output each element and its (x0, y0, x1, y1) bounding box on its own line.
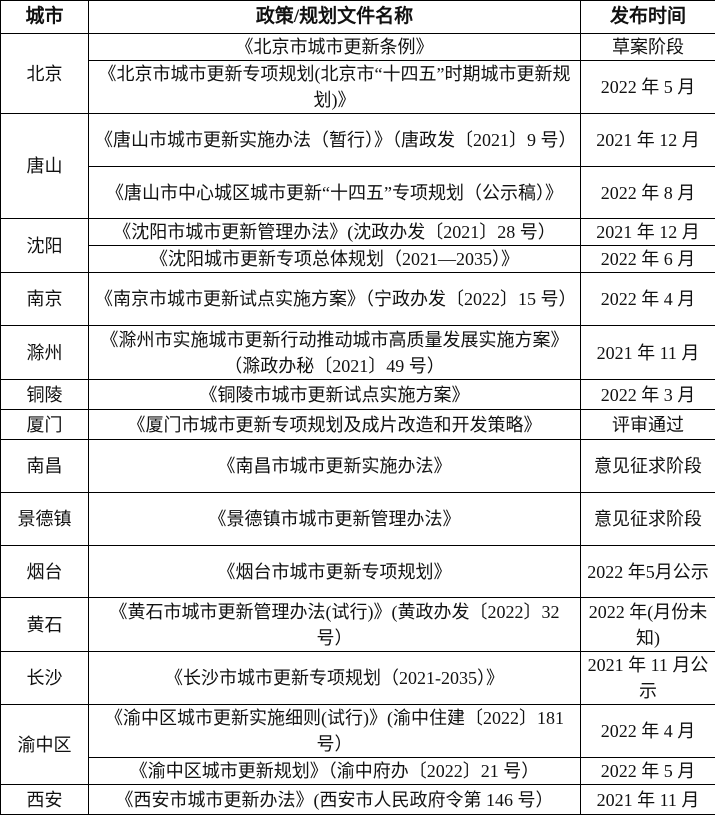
city-cell: 南昌 (1, 440, 89, 493)
document-name-cell: 《长沙市城市更新专项规划（2021-2035）》 (89, 652, 581, 705)
release-date-cell: 2021 年 11 月 (581, 326, 715, 380)
document-name-cell: 《景德镇市城市更新管理办法》 (89, 493, 581, 546)
document-name-cell: 《唐山市城市更新实施办法（暂行）》（唐政发〔2021〕9 号） (89, 114, 581, 167)
release-date-cell: 2022 年 3 月 (581, 380, 715, 410)
release-date-cell: 评审通过 (581, 410, 715, 440)
document-name-cell: 《沈阳城市更新专项总体规划（2021—2035）》 (89, 246, 581, 273)
city-cell: 铜陵 (1, 380, 89, 410)
release-date-cell: 2021 年 11 月 (581, 785, 715, 815)
table-row: 厦门《厦门市城市更新专项规划及成片改造和开发策略》评审通过 (1, 410, 715, 440)
release-date-cell: 草案阶段 (581, 34, 715, 61)
header-row: 城市 政策/规划文件名称 发布时间 (1, 1, 715, 34)
document-name-cell: 《滁州市实施城市更新行动推动城市高质量发展实施方案》（滁政办秘〔2021〕49 … (89, 326, 581, 380)
city-cell: 滁州 (1, 326, 89, 380)
table-row: 《沈阳城市更新专项总体规划（2021—2035）》2022 年 6 月 (1, 246, 715, 273)
table-row: 《渝中区城市更新规划》（渝中府办〔2022〕21 号）2022 年 5 月 (1, 758, 715, 785)
city-cell: 渝中区 (1, 705, 89, 785)
document-name-cell: 《西安市城市更新办法》(西安市人民政府令第 146 号） (89, 785, 581, 815)
document-name-cell: 《沈阳市城市更新管理办法》(沈政办发〔2021〕28 号） (89, 219, 581, 246)
table-row: 长沙《长沙市城市更新专项规划（2021-2035）》2021 年 11 月公示 (1, 652, 715, 705)
release-date-cell: 2022 年 5 月 (581, 61, 715, 114)
document-name-cell: 《黄石市城市更新管理办法(试行)》(黄政办发〔2022〕32 号） (89, 598, 581, 652)
table-row: 唐山《唐山市城市更新实施办法（暂行）》（唐政发〔2021〕9 号）2021 年 … (1, 114, 715, 167)
document-name-cell: 《南昌市城市更新实施办法》 (89, 440, 581, 493)
table-row: 黄石《黄石市城市更新管理办法(试行)》(黄政办发〔2022〕32 号）2022 … (1, 598, 715, 652)
release-date-cell: 2022 年 4 月 (581, 705, 715, 758)
city-cell: 长沙 (1, 652, 89, 705)
table-row: 北京《北京市城市更新条例》草案阶段 (1, 34, 715, 61)
city-cell: 景德镇 (1, 493, 89, 546)
city-cell: 沈阳 (1, 219, 89, 273)
document-name-cell: 《厦门市城市更新专项规划及成片改造和开发策略》 (89, 410, 581, 440)
table-row: 沈阳《沈阳市城市更新管理办法》(沈政办发〔2021〕28 号）2021 年 12… (1, 219, 715, 246)
table-row: 南昌《南昌市城市更新实施办法》意见征求阶段 (1, 440, 715, 493)
city-cell: 西安 (1, 785, 89, 815)
release-date-cell: 2022 年 4 月 (581, 273, 715, 326)
document-name-cell: 《唐山市中心城区城市更新“十四五”专项规划（公示稿）》 (89, 167, 581, 219)
table-row: 南京《南京市城市更新试点实施方案》（宁政办发〔2022〕15 号）2022 年 … (1, 273, 715, 326)
header-city: 城市 (1, 1, 89, 34)
city-cell: 厦门 (1, 410, 89, 440)
release-date-cell: 意见征求阶段 (581, 493, 715, 546)
table-row: 西安《西安市城市更新办法》(西安市人民政府令第 146 号）2021 年 11 … (1, 785, 715, 815)
table-body: 北京《北京市城市更新条例》草案阶段《北京市城市更新专项规划(北京市“十四五”时期… (1, 34, 715, 815)
document-name-cell: 《南京市城市更新试点实施方案》（宁政办发〔2022〕15 号） (89, 273, 581, 326)
table-row: 烟台《烟台市城市更新专项规划》2022 年5月公示 (1, 546, 715, 598)
table-row: 《北京市城市更新专项规划(北京市“十四五”时期城市更新规划)》2022 年 5 … (1, 61, 715, 114)
header-date: 发布时间 (581, 1, 715, 34)
release-date-cell: 2022 年 6 月 (581, 246, 715, 273)
release-date-cell: 2021 年 12 月 (581, 219, 715, 246)
city-cell: 北京 (1, 34, 89, 114)
document-name-cell: 《渝中区城市更新实施细则(试行)》(渝中住建〔2022〕181 号） (89, 705, 581, 758)
table-row: 渝中区《渝中区城市更新实施细则(试行)》(渝中住建〔2022〕181 号）202… (1, 705, 715, 758)
city-cell: 唐山 (1, 114, 89, 219)
document-name-cell: 《烟台市城市更新专项规划》 (89, 546, 581, 598)
document-name-cell: 《北京市城市更新条例》 (89, 34, 581, 61)
document-name-cell: 《北京市城市更新专项规划(北京市“十四五”时期城市更新规划)》 (89, 61, 581, 114)
header-document: 政策/规划文件名称 (89, 1, 581, 34)
city-cell: 南京 (1, 273, 89, 326)
release-date-cell: 2022 年(月份未知) (581, 598, 715, 652)
table-row: 景德镇《景德镇市城市更新管理办法》意见征求阶段 (1, 493, 715, 546)
city-cell: 烟台 (1, 546, 89, 598)
document-name-cell: 《渝中区城市更新规划》（渝中府办〔2022〕21 号） (89, 758, 581, 785)
document-name-cell: 《铜陵市城市更新试点实施方案》 (89, 380, 581, 410)
release-date-cell: 2021 年 12 月 (581, 114, 715, 167)
table-row: 铜陵《铜陵市城市更新试点实施方案》2022 年 3 月 (1, 380, 715, 410)
release-date-cell: 2021 年 11 月公示 (581, 652, 715, 705)
release-date-cell: 意见征求阶段 (581, 440, 715, 493)
release-date-cell: 2022 年5月公示 (581, 546, 715, 598)
table-row: 滁州《滁州市实施城市更新行动推动城市高质量发展实施方案》（滁政办秘〔2021〕4… (1, 326, 715, 380)
release-date-cell: 2022 年 8 月 (581, 167, 715, 219)
table-row: 《唐山市中心城区城市更新“十四五”专项规划（公示稿）》2022 年 8 月 (1, 167, 715, 219)
release-date-cell: 2022 年 5 月 (581, 758, 715, 785)
city-cell: 黄石 (1, 598, 89, 652)
